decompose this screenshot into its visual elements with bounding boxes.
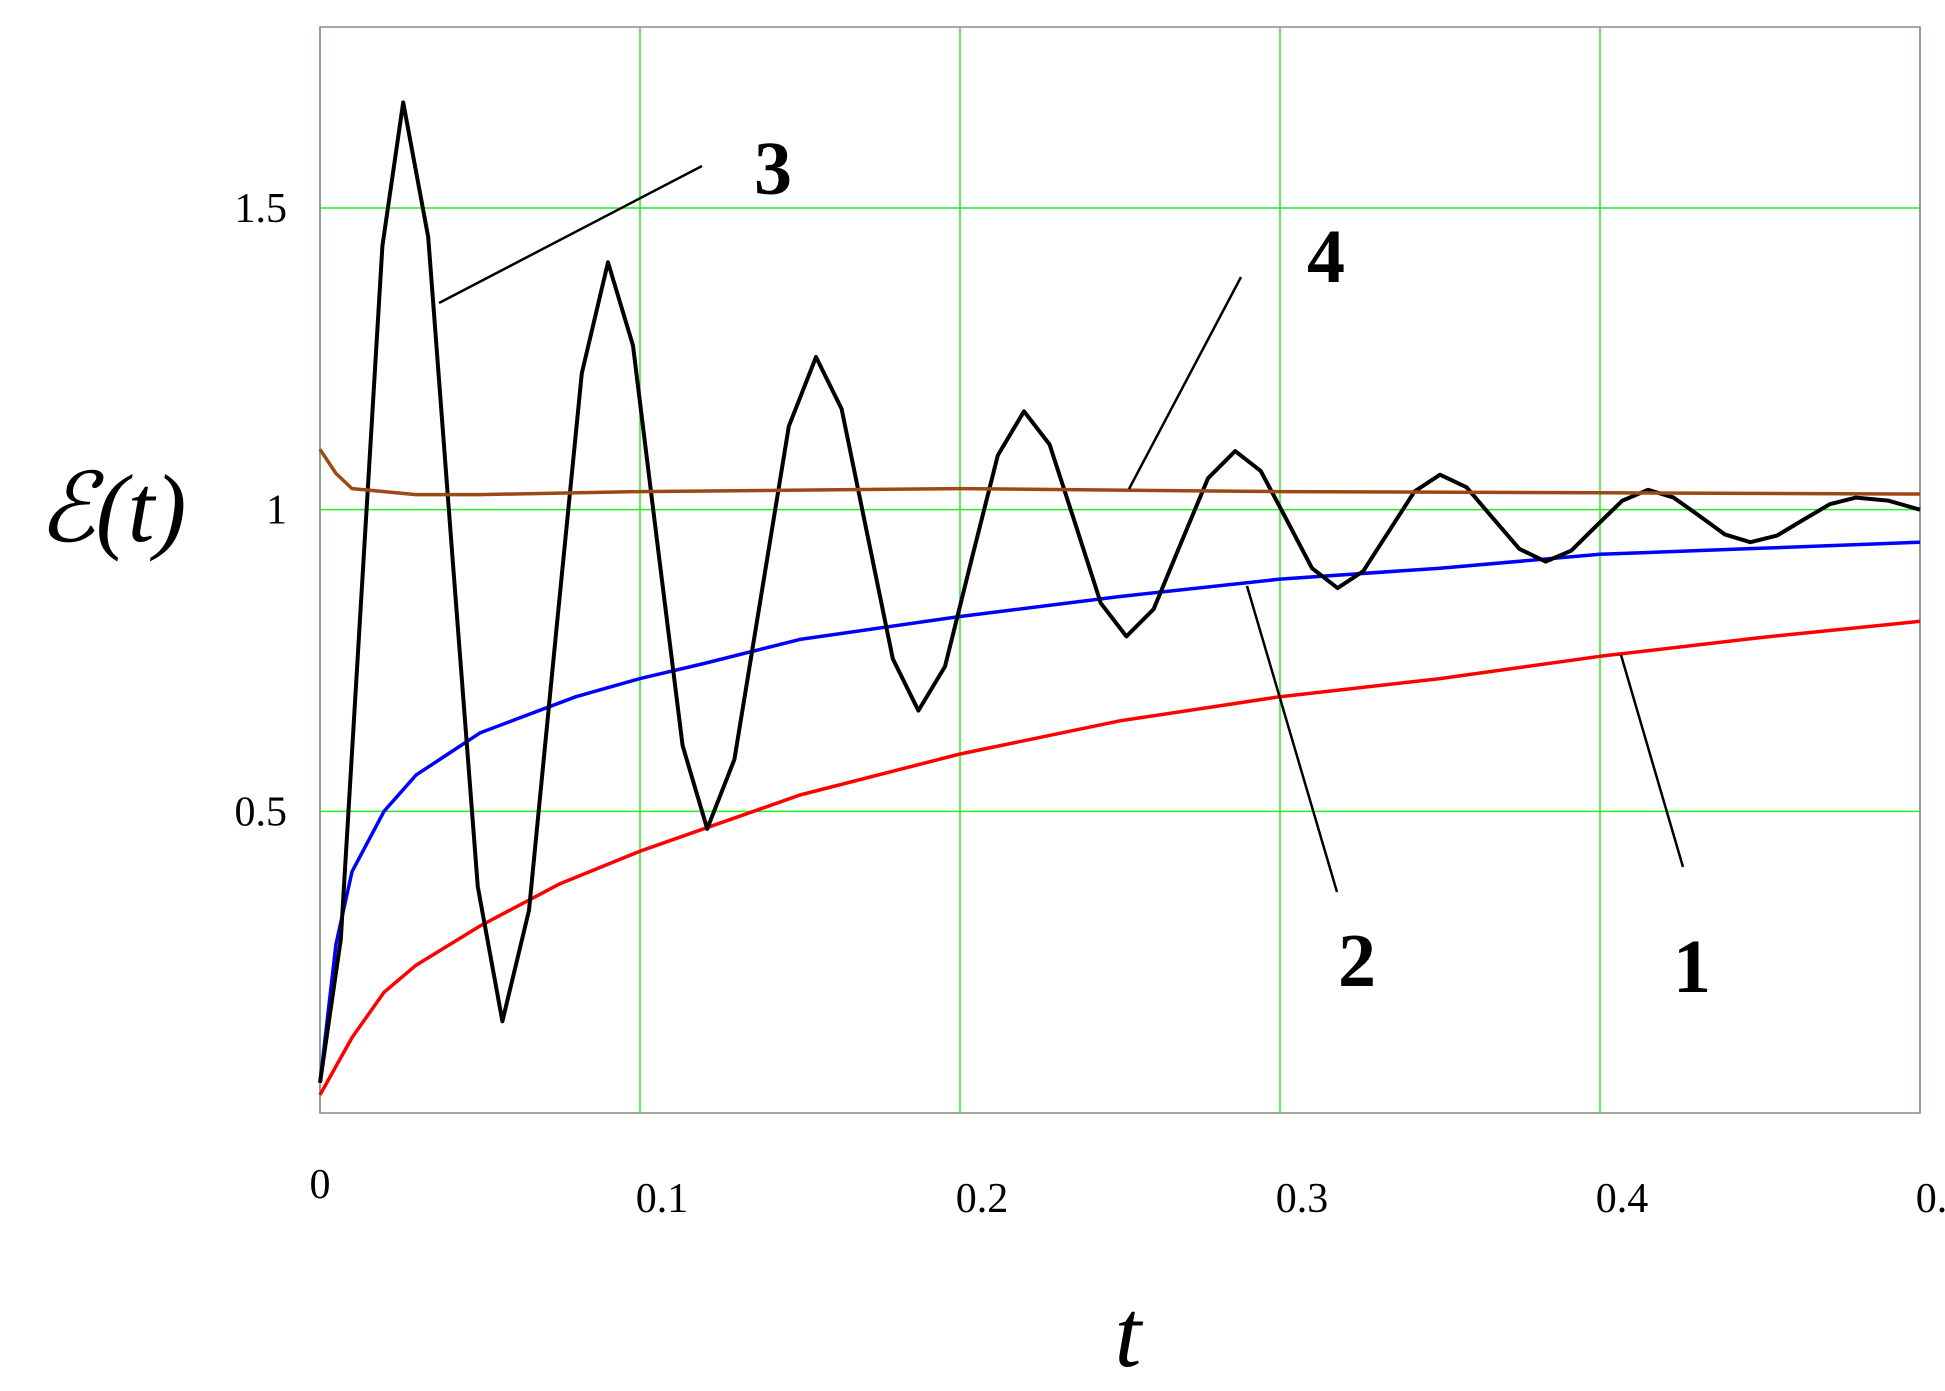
x-tick-label: 0 <box>310 1162 331 1208</box>
x-tick-label: 0.3 <box>1276 1176 1329 1222</box>
data-line <box>318 619 1921 1096</box>
series-label: 3 <box>754 127 792 211</box>
y-tick-label: 1 <box>266 488 287 534</box>
x-tick-label: 0.4 <box>1596 1176 1649 1222</box>
leader-line <box>1245 585 1339 893</box>
leader-line <box>1619 654 1685 868</box>
data-line <box>318 448 1921 497</box>
series-label: 2 <box>1338 919 1376 1003</box>
leader-line <box>438 164 703 305</box>
plot-frame <box>319 26 1921 1114</box>
series-label: 1 <box>1673 925 1711 1009</box>
y-tick-label: 1.5 <box>235 186 288 232</box>
y-axis-label: ℰ(t) <box>38 455 187 562</box>
data-line <box>318 540 1921 1084</box>
x-tick-label: 0.5 <box>1916 1176 1945 1222</box>
series-label: 4 <box>1307 215 1345 299</box>
leader-line <box>1127 276 1243 490</box>
x-tick-label: 0.1 <box>636 1176 689 1222</box>
x-axis-label: t <box>1115 1280 1144 1387</box>
x-tick-label: 0.2 <box>956 1176 1009 1222</box>
series-group <box>318 100 1921 1096</box>
y-tick-label: 0.5 <box>235 789 288 835</box>
